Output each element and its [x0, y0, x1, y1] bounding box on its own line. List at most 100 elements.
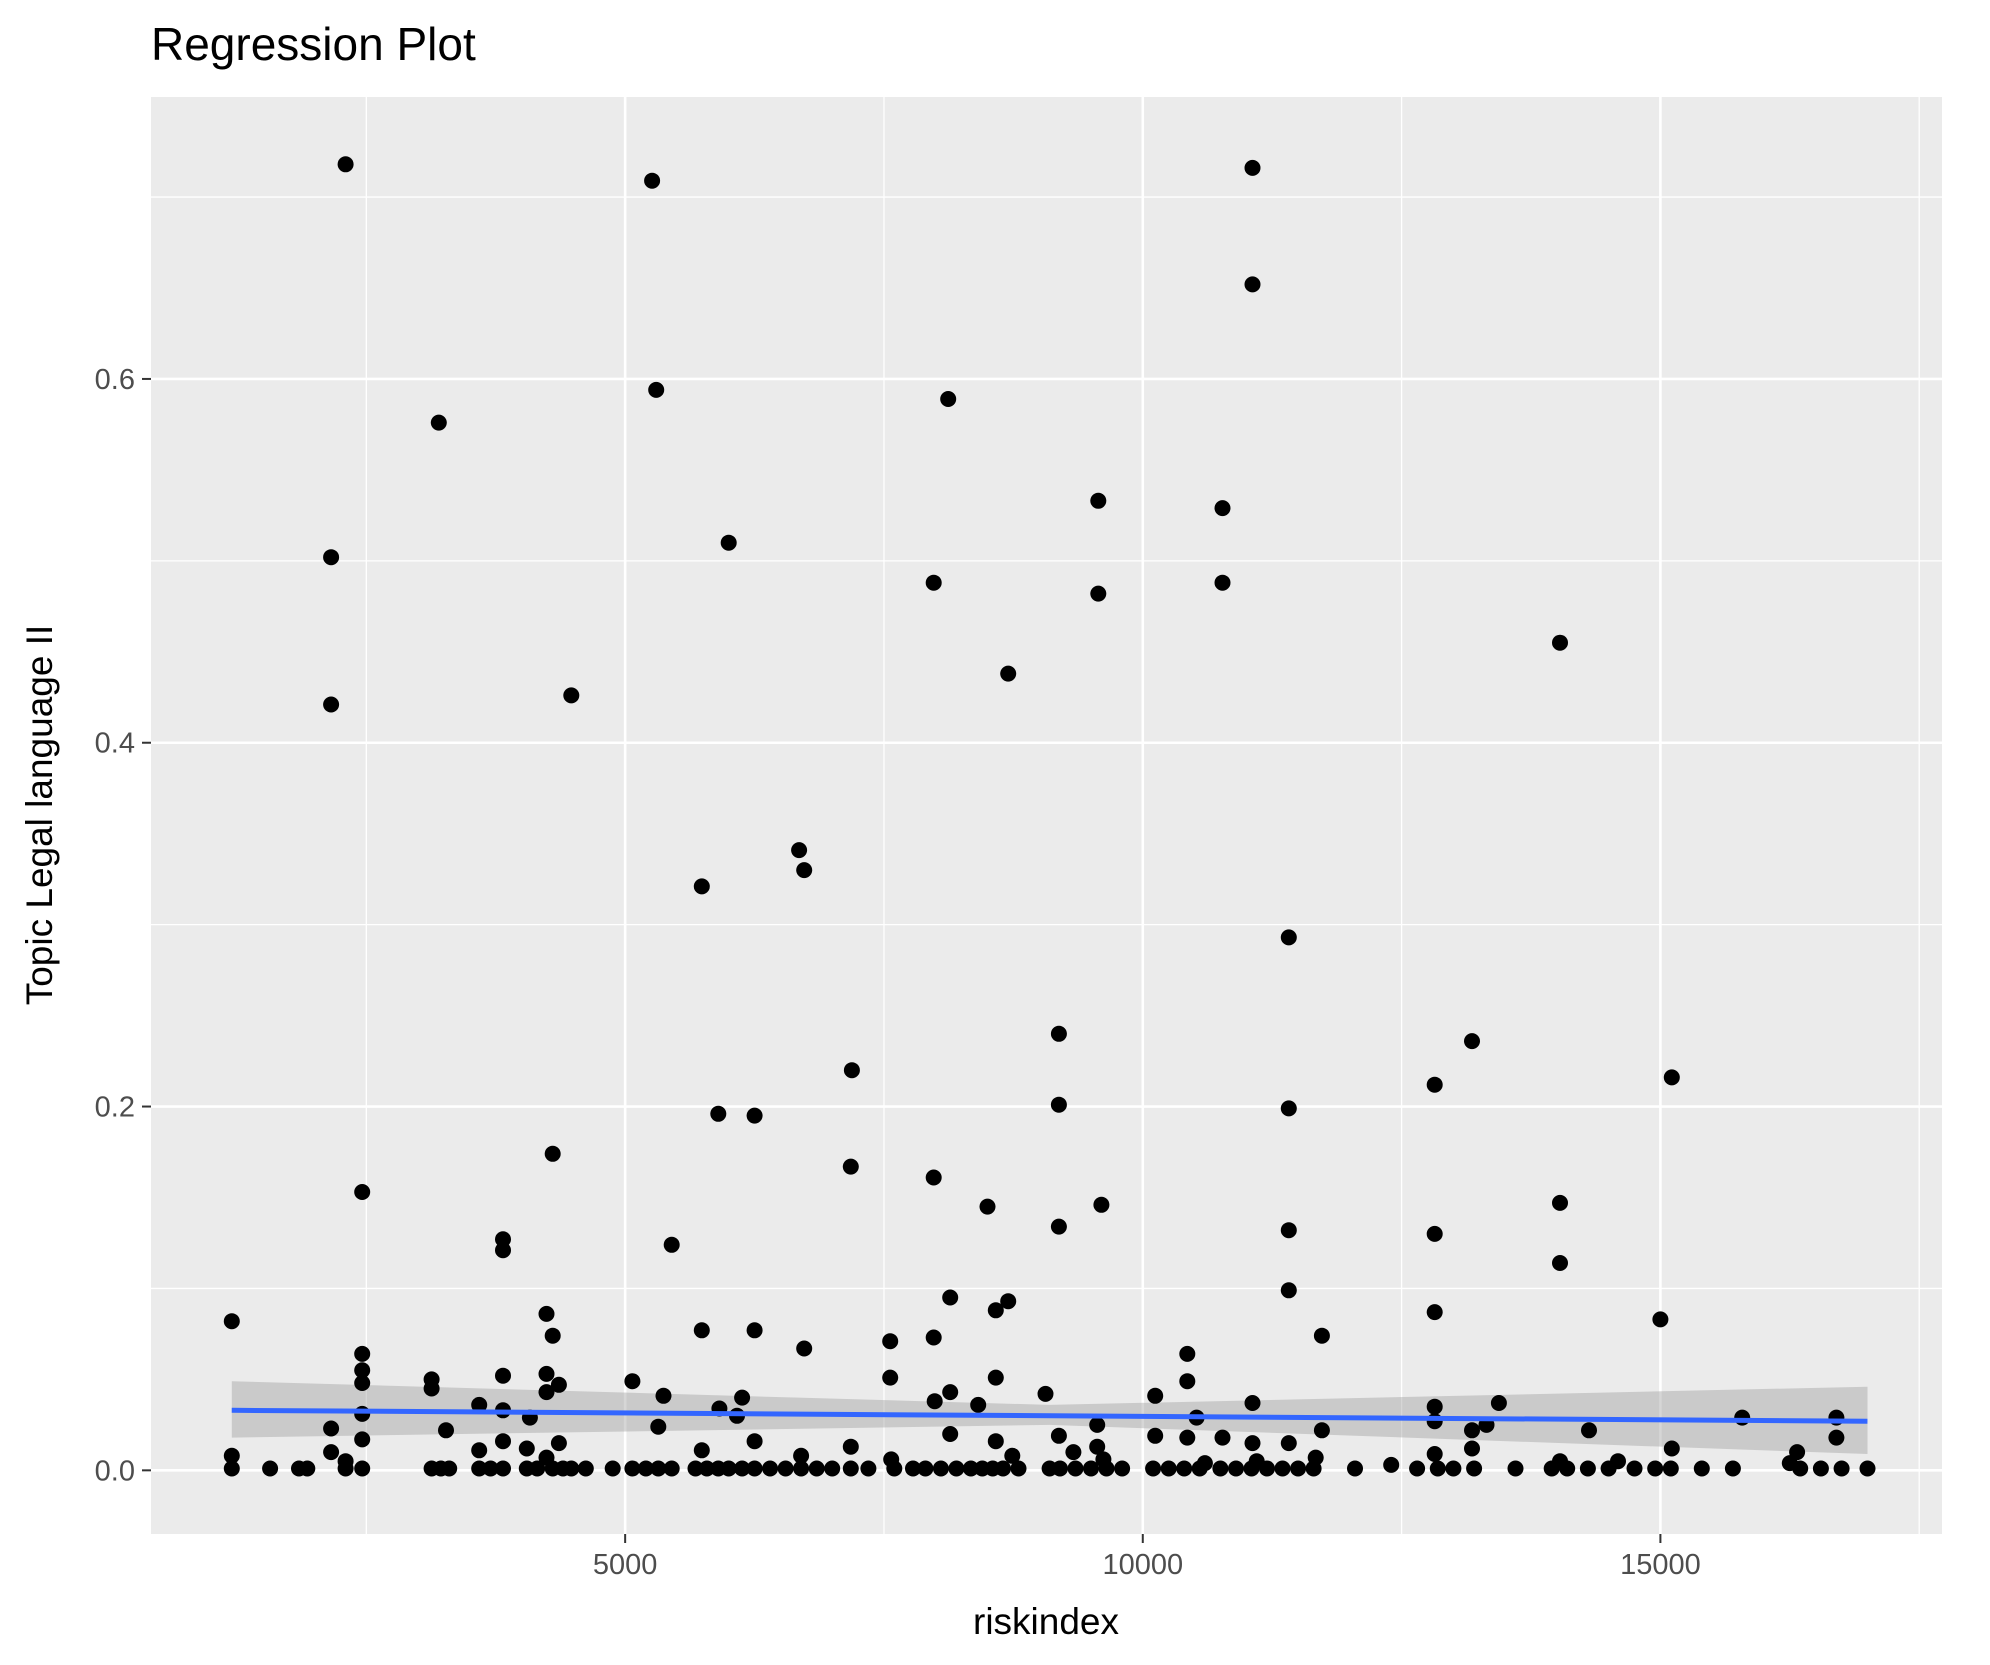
- data-point: [1543, 1460, 1560, 1477]
- data-point: [882, 1333, 899, 1350]
- data-point: [948, 1460, 965, 1477]
- data-point: [1214, 1429, 1231, 1446]
- data-point: [423, 1380, 440, 1397]
- data-point: [538, 1384, 555, 1401]
- data-point: [354, 1431, 371, 1448]
- data-point: [438, 1422, 454, 1439]
- x-axis-ticks: 5000 10000 15000: [593, 1534, 1701, 1581]
- data-point: [1313, 1422, 1330, 1439]
- data-point: [471, 1396, 488, 1413]
- data-point: [518, 1440, 535, 1457]
- data-point: [942, 1384, 959, 1401]
- data-point: [1652, 1311, 1669, 1328]
- data-point: [1065, 1444, 1082, 1461]
- data-point: [354, 1460, 371, 1477]
- data-point: [734, 1389, 751, 1406]
- data-point: [544, 1327, 561, 1344]
- data-point: [1093, 1196, 1110, 1213]
- regression-line-layer: [231, 1407, 1868, 1424]
- data-point: [1274, 1460, 1291, 1477]
- data-point: [1067, 1460, 1084, 1477]
- data-point: [777, 1460, 794, 1477]
- data-point: [746, 1107, 763, 1124]
- data-point: [1305, 1460, 1322, 1477]
- data-point: [796, 1340, 813, 1357]
- data-point: [471, 1442, 488, 1459]
- data-point: [354, 1362, 371, 1379]
- data-point: [354, 1375, 371, 1391]
- data-point: [1179, 1373, 1196, 1390]
- x-tick-label: 10000: [1102, 1549, 1183, 1581]
- data-point: [495, 1460, 511, 1477]
- data-point: [663, 1460, 680, 1477]
- data-point: [1089, 1416, 1106, 1433]
- data-point: [1812, 1460, 1829, 1477]
- data-point: [1383, 1456, 1400, 1473]
- data-point: [987, 1369, 1004, 1386]
- data-point: [495, 1242, 511, 1259]
- data-point: [1000, 665, 1017, 682]
- y-axis-label: Topic Legal language II: [19, 625, 60, 1006]
- data-point: [1244, 159, 1261, 176]
- data-point: [495, 1433, 511, 1450]
- data-point: [650, 1418, 667, 1435]
- data-point: [1581, 1422, 1597, 1439]
- data-point: [762, 1460, 779, 1477]
- data-point: [604, 1460, 621, 1477]
- data-point: [1662, 1460, 1679, 1477]
- data-point: [441, 1460, 458, 1477]
- data-point: [824, 1460, 841, 1477]
- data-point: [1228, 1460, 1244, 1477]
- data-point: [1050, 1427, 1067, 1444]
- data-point: [624, 1460, 641, 1477]
- data-point: [1464, 1033, 1480, 1050]
- chart-title: Regression Plot: [151, 18, 476, 70]
- data-point: [1090, 492, 1107, 509]
- data-point: [1052, 1460, 1068, 1477]
- data-point: [529, 1460, 546, 1477]
- data-point: [1083, 1460, 1099, 1477]
- data-point: [637, 1460, 654, 1477]
- data-point: [644, 172, 661, 189]
- data-point: [1280, 1100, 1297, 1117]
- data-point: [1000, 1293, 1017, 1310]
- data-point: [1724, 1460, 1741, 1477]
- data-point: [925, 574, 942, 591]
- data-point: [354, 1405, 371, 1422]
- data-point: [1464, 1422, 1480, 1439]
- data-point: [544, 1145, 561, 1162]
- data-point: [746, 1322, 763, 1339]
- data-point: [796, 862, 813, 879]
- data-point: [1600, 1460, 1617, 1477]
- data-point: [354, 1345, 371, 1362]
- data-point: [886, 1460, 903, 1477]
- data-point: [648, 381, 665, 398]
- data-point: [538, 1365, 555, 1382]
- data-point: [430, 414, 447, 431]
- data-point: [1552, 1194, 1568, 1211]
- data-point: [1050, 1025, 1067, 1042]
- data-point: [1466, 1460, 1483, 1477]
- data-point: [495, 1367, 511, 1384]
- data-point: [970, 1396, 987, 1413]
- data-point: [482, 1460, 499, 1477]
- data-point: [842, 1438, 859, 1455]
- data-point: [1626, 1460, 1643, 1477]
- data-point: [1259, 1460, 1275, 1477]
- data-point: [563, 687, 580, 704]
- regression-line: [231, 1407, 1868, 1424]
- data-point: [962, 1460, 979, 1477]
- data-point: [223, 1313, 240, 1330]
- data-point: [1426, 1413, 1443, 1430]
- data-point: [987, 1433, 1004, 1450]
- data-point: [905, 1460, 921, 1477]
- data-point: [624, 1373, 641, 1390]
- data-point: [1280, 1435, 1297, 1452]
- minor-gridlines: [151, 97, 1942, 1534]
- data-point: [925, 1329, 942, 1346]
- data-point: [223, 1447, 240, 1464]
- data-point: [1693, 1460, 1710, 1477]
- data-point: [1280, 929, 1297, 946]
- data-point: [720, 1460, 737, 1477]
